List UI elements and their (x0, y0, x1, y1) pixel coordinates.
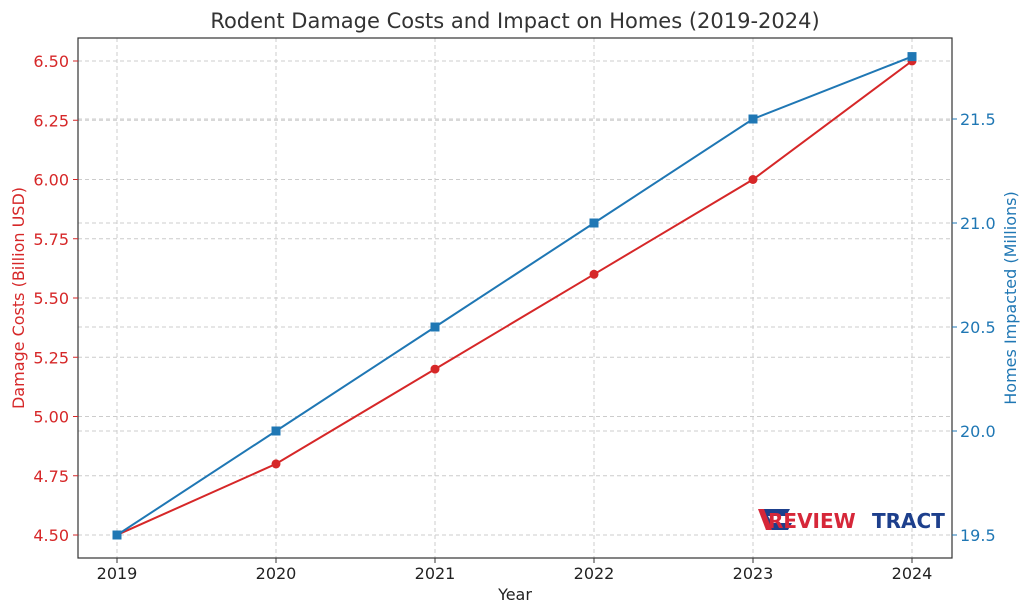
x-tick-label: 2023 (733, 564, 774, 583)
y-right-tick-label: 20.0 (960, 422, 996, 441)
series-layer (112, 52, 917, 540)
y-left-tick-label: 6.25 (33, 111, 69, 130)
grid (78, 38, 952, 558)
ticks: 2019 2020 2021 2022 2023 2024 4.50 4.75 5.00 5.25… (33, 52, 995, 583)
x-tick-label: 2020 (256, 564, 297, 583)
y-left-tick-label: 5.25 (33, 348, 69, 367)
y-left-tick-label: 6.00 (33, 171, 69, 190)
x-tick-label: 2022 (574, 564, 615, 583)
logo-slash-icon (758, 509, 772, 530)
x-tick-label: 2024 (892, 564, 933, 583)
review-tract-logo: REVIEW TRACT (758, 509, 945, 533)
y-right-tick-label: 19.5 (960, 526, 996, 545)
data-point-right (112, 530, 122, 540)
data-point-right (748, 114, 758, 124)
data-point-left (748, 175, 758, 184)
data-point-right (907, 52, 917, 62)
y-right-tick-label: 21.0 (960, 214, 996, 233)
series-line-left (116, 60, 913, 536)
data-point-right (271, 426, 281, 436)
data-point-left (271, 459, 281, 469)
y-left-tick-label: 5.00 (33, 408, 69, 427)
y-right-tick-label: 20.5 (960, 318, 996, 337)
y-left-axis-label: Damage Costs (Billion USD) (9, 187, 28, 409)
x-tick-label: 2021 (415, 564, 456, 583)
logo-tract-text: TRACT (872, 509, 945, 533)
chart-title: Rodent Damage Costs and Impact on Homes … (210, 9, 819, 33)
x-tick-label: 2019 (97, 564, 138, 583)
data-point-left (430, 364, 440, 374)
y-right-tick-label: 21.5 (960, 110, 996, 129)
logo-review-text: REVIEW (768, 509, 856, 533)
y-left-tick-label: 4.50 (33, 526, 69, 545)
y-left-tick-label: 4.75 (33, 467, 69, 486)
y-left-tick-label: 5.75 (33, 230, 69, 249)
data-point-right (589, 218, 599, 228)
series-line-right (116, 55, 913, 536)
y-left-tick-label: 5.50 (33, 289, 69, 308)
y-left-tick-label: 6.50 (33, 52, 69, 71)
y-right-axis-label: Homes Impacted (Millions) (1001, 191, 1020, 404)
data-point-right (430, 322, 440, 332)
x-axis-label: Year (497, 585, 532, 604)
data-point-left (589, 269, 599, 279)
